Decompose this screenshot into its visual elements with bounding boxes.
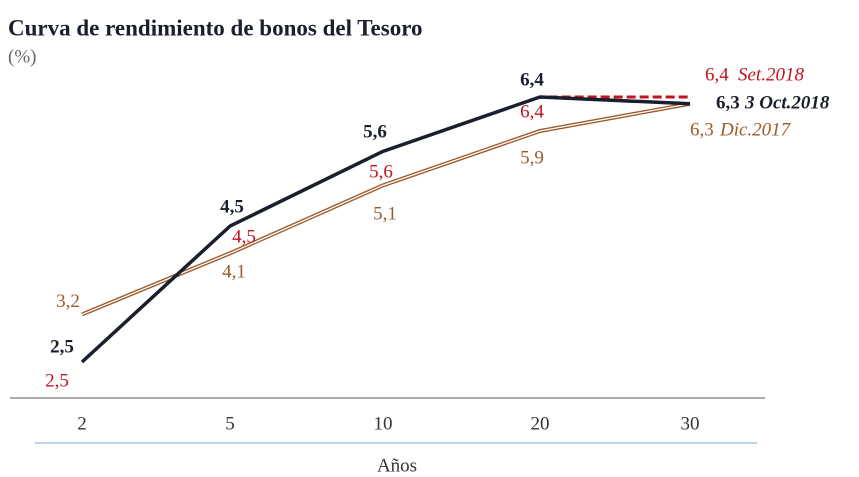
data-label: 6,4 bbox=[705, 64, 729, 85]
x-tick-label: 30 bbox=[681, 413, 700, 434]
data-label: 2,5 bbox=[45, 370, 69, 391]
legend-label: Set.2018 bbox=[738, 64, 804, 85]
data-label: 4,5 bbox=[232, 226, 256, 247]
chart-title: Curva de rendimiento de bonos del Tesoro bbox=[8, 15, 422, 40]
x-tick-label: 20 bbox=[531, 413, 550, 434]
x-tick-label: 2 bbox=[77, 413, 87, 434]
data-label: 6,3 bbox=[716, 92, 740, 113]
data-label: 5,1 bbox=[373, 204, 397, 225]
x-axis-label: Años bbox=[377, 455, 417, 476]
data-label: 6,4 bbox=[520, 69, 544, 90]
data-label: 2,5 bbox=[50, 336, 74, 357]
legend-label: Dic.2017 bbox=[719, 119, 792, 140]
x-tick-label: 10 bbox=[374, 413, 393, 434]
data-label: 5,6 bbox=[369, 162, 393, 183]
data-label: 3,2 bbox=[56, 291, 80, 312]
data-label: 5,9 bbox=[520, 147, 544, 168]
data-label: 6,3 bbox=[690, 119, 714, 140]
data-label: 5,6 bbox=[363, 122, 387, 143]
data-label: 4,1 bbox=[222, 262, 246, 283]
chart-subtitle: (%) bbox=[8, 46, 36, 67]
x-tick-label: 5 bbox=[225, 413, 235, 434]
data-label: 6,4 bbox=[520, 101, 544, 122]
series-line bbox=[80, 95, 691, 364]
legend-label: 3 Oct.2018 bbox=[744, 92, 830, 113]
data-label: 4,5 bbox=[220, 196, 244, 217]
